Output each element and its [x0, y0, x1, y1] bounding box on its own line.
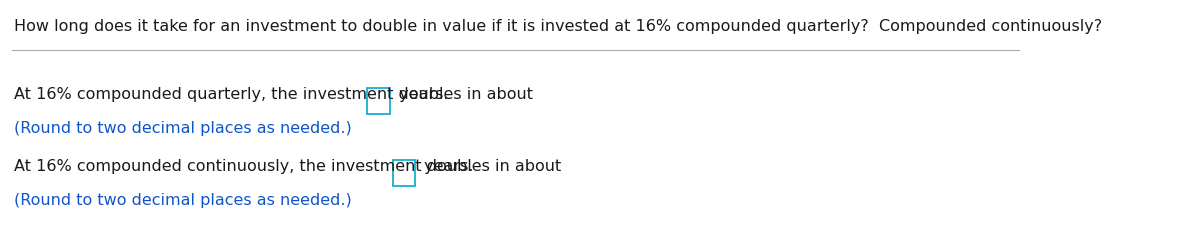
Text: years.: years. [420, 158, 474, 173]
Text: (Round to two decimal places as needed.): (Round to two decimal places as needed.) [13, 120, 352, 135]
Text: At 16% compounded quarterly, the investment doubles in about: At 16% compounded quarterly, the investm… [13, 86, 533, 101]
FancyBboxPatch shape [367, 89, 390, 115]
Text: How long does it take for an investment to double in value if it is invested at : How long does it take for an investment … [13, 19, 1102, 34]
Text: years.: years. [394, 86, 449, 101]
FancyBboxPatch shape [392, 160, 415, 186]
Text: (Round to two decimal places as needed.): (Round to two decimal places as needed.) [13, 192, 352, 207]
Text: At 16% compounded continuously, the investment doubles in about: At 16% compounded continuously, the inve… [13, 158, 560, 173]
